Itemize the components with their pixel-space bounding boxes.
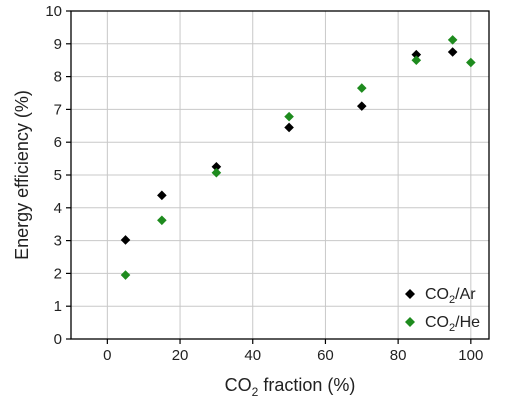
y-tick-label: 1 [54, 298, 62, 315]
legend-label-co2-he-subscript: 2 [449, 322, 455, 334]
legend-label-co2-ar: CO2/Ar [425, 286, 476, 306]
legend-label-co2-he: CO2/He [425, 314, 480, 334]
y-tick-label: 5 [54, 167, 62, 184]
data-point-co2-ar [284, 122, 294, 133]
data-point-co2-he [411, 55, 422, 65]
legend-label-co2-ar-subscript: 2 [449, 294, 455, 306]
x-tick-label: 20 [172, 347, 189, 364]
y-tick-label: 3 [54, 233, 62, 250]
legend-entry-co2-ar: CO2/Ar [405, 286, 476, 306]
y-tick-label: 10 [45, 3, 62, 20]
data-points [120, 35, 476, 280]
x-tick-label: 80 [390, 347, 407, 364]
x-axis-title-main: CO [225, 375, 252, 395]
y-tick-label: 7 [54, 101, 62, 118]
data-point-co2-ar [411, 49, 422, 60]
data-point-co2-ar [356, 101, 367, 111]
data-point-co2-ar [120, 235, 131, 245]
data-point-co2-ar [211, 162, 222, 172]
data-point-co2-he [466, 57, 476, 68]
data-point-co2-he [284, 111, 294, 122]
legend-marker-co2-he [405, 317, 415, 327]
y-axis-title: Energy efficiency (%) [12, 90, 32, 260]
legend: CO2/Ar CO2/He [405, 286, 480, 334]
data-point-co2-he [120, 270, 131, 280]
x-tick-label: 60 [317, 347, 334, 364]
data-point-co2-ar [447, 47, 458, 57]
x-axis-title: CO2 fraction (%) [225, 375, 356, 399]
y-tick-label: 9 [54, 36, 62, 53]
x-axis-title-subscript: 2 [252, 385, 259, 399]
legend-label-co2-he-rest: /He [455, 314, 480, 331]
x-axis-title-rest: fraction (%) [258, 375, 355, 395]
series-co2-ar [120, 47, 458, 245]
x-axis-ticks: 0 20 40 60 80 100 [103, 339, 483, 364]
x-tick-label: 40 [244, 347, 261, 364]
y-tick-label: 2 [54, 265, 62, 282]
legend-marker-co2-ar [405, 289, 415, 299]
data-point-co2-he [356, 83, 367, 93]
y-axis-ticks: 0 1 2 3 4 5 6 7 8 9 10 [45, 3, 71, 348]
x-tick-label: 100 [458, 347, 483, 364]
y-tick-label: 4 [54, 200, 62, 217]
legend-label-co2-ar-rest: /Ar [455, 286, 476, 303]
legend-entry-co2-he: CO2/He [405, 314, 480, 334]
legend-label-co2-he-main: CO [425, 314, 449, 331]
series-co2-he [120, 35, 476, 280]
y-tick-label: 8 [54, 69, 62, 86]
data-point-co2-ar [157, 190, 167, 201]
data-point-co2-he [447, 35, 458, 45]
data-point-co2-he [157, 215, 167, 226]
data-point-co2-he [211, 167, 222, 178]
y-tick-label: 0 [54, 331, 62, 348]
x-tick-label: 0 [103, 347, 111, 364]
legend-label-co2-ar-main: CO [425, 286, 449, 303]
y-tick-label: 6 [54, 134, 62, 151]
